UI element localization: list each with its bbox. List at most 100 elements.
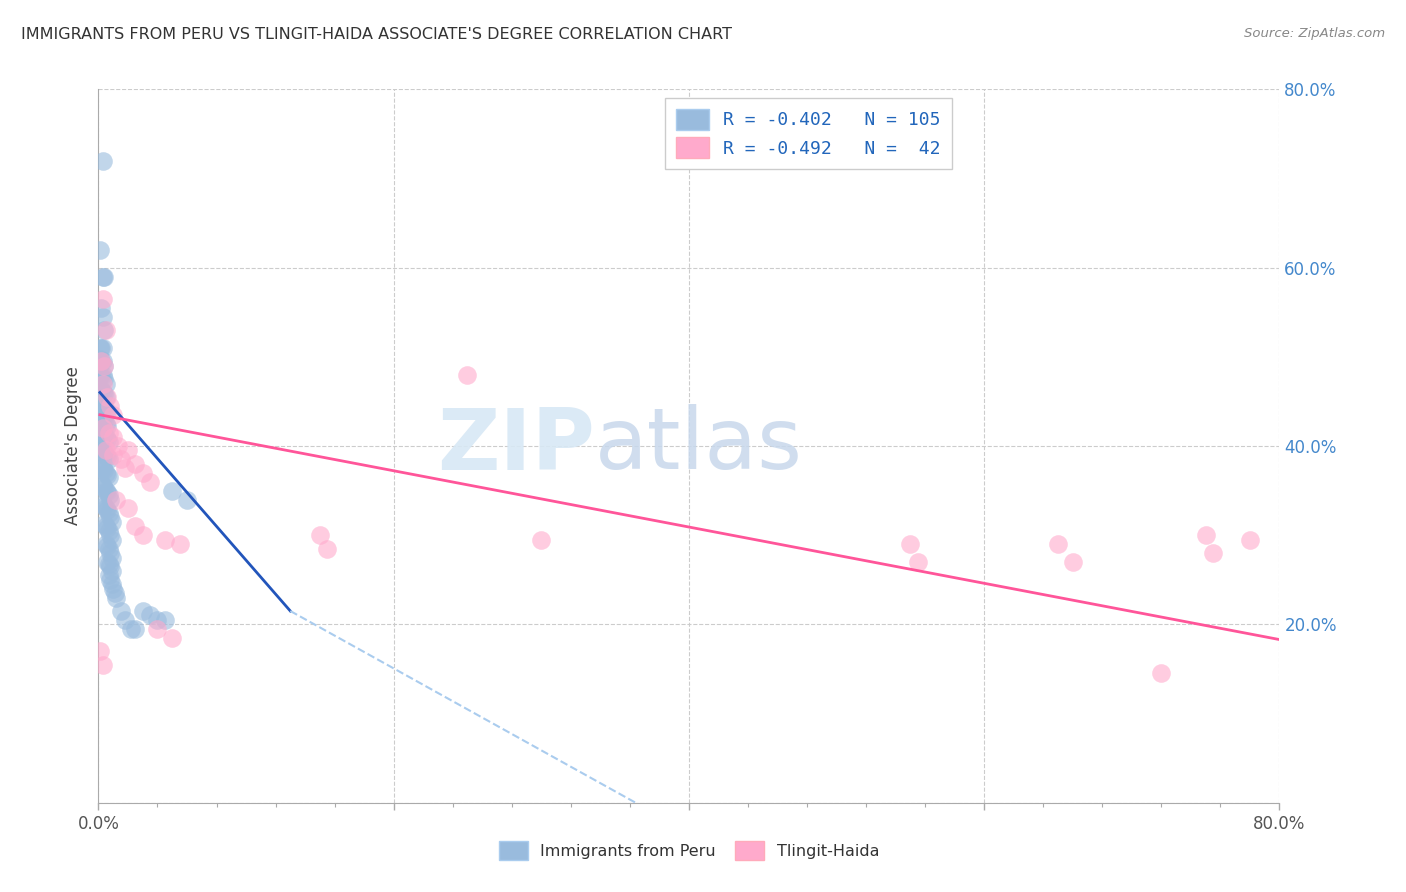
Point xyxy=(93,427,115,442)
Point xyxy=(132,528,155,542)
Point xyxy=(94,323,117,337)
Point xyxy=(90,441,112,455)
Point xyxy=(93,372,115,386)
Point xyxy=(1046,537,1069,551)
Point xyxy=(94,403,117,417)
Point xyxy=(98,492,121,507)
Point xyxy=(91,399,114,413)
Text: atlas: atlas xyxy=(595,404,803,488)
Point xyxy=(132,466,155,480)
Point xyxy=(98,559,121,574)
Point xyxy=(96,390,118,404)
Point xyxy=(114,613,136,627)
Point xyxy=(96,503,118,517)
Point xyxy=(1239,533,1261,547)
Point xyxy=(94,430,117,444)
Point xyxy=(89,457,111,471)
Point xyxy=(103,448,125,462)
Point xyxy=(91,425,114,440)
Point xyxy=(1150,666,1173,681)
Point xyxy=(100,564,122,578)
Point xyxy=(900,537,922,551)
Point xyxy=(146,613,169,627)
Point xyxy=(110,604,132,618)
Point xyxy=(139,608,162,623)
Text: ZIP: ZIP xyxy=(437,404,595,488)
Point xyxy=(103,582,125,596)
Point xyxy=(91,310,114,324)
Point xyxy=(89,368,111,382)
Point xyxy=(89,341,111,355)
Point xyxy=(94,501,117,516)
Point xyxy=(117,443,139,458)
Point xyxy=(124,622,146,636)
Point xyxy=(91,421,114,435)
Point xyxy=(456,368,478,382)
Point xyxy=(91,657,114,672)
Point xyxy=(104,586,127,600)
Point xyxy=(97,524,120,538)
Point xyxy=(96,432,118,446)
Point xyxy=(94,390,117,404)
Point xyxy=(90,341,112,355)
Point xyxy=(316,541,339,556)
Point xyxy=(132,604,155,618)
Point xyxy=(97,470,120,484)
Point xyxy=(97,452,120,467)
Point xyxy=(98,510,121,524)
Point xyxy=(93,401,115,415)
Point xyxy=(100,550,122,565)
Point xyxy=(90,458,112,473)
Point xyxy=(90,476,112,491)
Point xyxy=(93,499,115,513)
Point xyxy=(89,644,111,658)
Point xyxy=(97,506,120,520)
Point xyxy=(103,408,125,422)
Point xyxy=(93,481,115,495)
Point xyxy=(91,461,114,475)
Point xyxy=(153,613,176,627)
Point xyxy=(105,591,128,605)
Point xyxy=(114,461,136,475)
Point xyxy=(91,368,114,382)
Point xyxy=(97,488,120,502)
Point xyxy=(93,445,115,459)
Point xyxy=(139,475,162,489)
Point xyxy=(94,537,117,551)
Point xyxy=(91,341,114,355)
Point xyxy=(93,387,115,401)
Point xyxy=(1195,528,1218,542)
Point xyxy=(98,528,121,542)
Point xyxy=(89,421,111,435)
Point xyxy=(146,622,169,636)
Point xyxy=(90,384,112,398)
Point xyxy=(91,497,114,511)
Point xyxy=(96,467,118,482)
Point xyxy=(120,622,142,636)
Point xyxy=(97,541,120,556)
Point xyxy=(1202,546,1225,560)
Point xyxy=(91,292,114,306)
Point xyxy=(907,555,929,569)
Point xyxy=(91,385,114,400)
Point xyxy=(96,485,118,500)
Point xyxy=(96,521,118,535)
Point xyxy=(124,519,146,533)
Point xyxy=(93,269,115,284)
Point xyxy=(90,301,112,315)
Point xyxy=(98,399,121,413)
Point xyxy=(97,568,120,582)
Text: Source: ZipAtlas.com: Source: ZipAtlas.com xyxy=(1244,27,1385,40)
Point xyxy=(90,354,112,368)
Point xyxy=(89,243,111,257)
Point xyxy=(530,533,553,547)
Point xyxy=(94,448,117,462)
Point xyxy=(124,457,146,471)
Point xyxy=(97,557,120,571)
Point xyxy=(100,577,122,591)
Point xyxy=(94,466,117,480)
Point xyxy=(89,394,111,409)
Point xyxy=(97,425,120,440)
Point xyxy=(94,483,117,498)
Point xyxy=(89,439,111,453)
